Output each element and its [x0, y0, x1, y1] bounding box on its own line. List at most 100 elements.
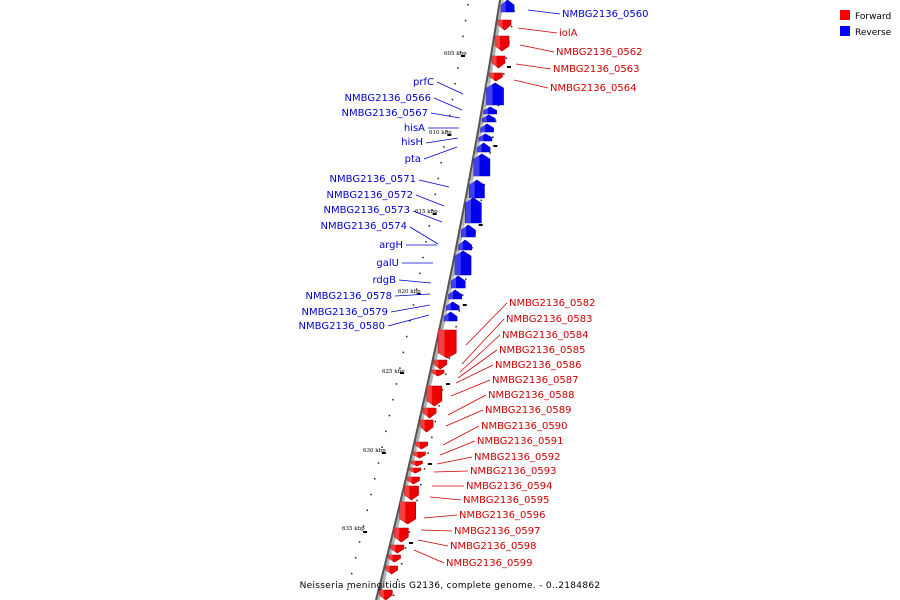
gene-label[interactable]: NMBG2136_0599	[446, 558, 532, 569]
gene-highlight	[473, 154, 480, 176]
minor-tick-left	[446, 130, 448, 132]
gene-label[interactable]: NMBG2136_0591	[477, 436, 563, 447]
gene-label[interactable]: NMBG2136_0563	[553, 64, 639, 75]
gene-highlight	[444, 312, 449, 321]
minor-tick-right	[458, 310, 461, 312]
gene-highlight	[491, 56, 497, 68]
leader-line	[461, 318, 505, 365]
minor-tick-right	[448, 357, 451, 360]
gene-label[interactable]: galU	[376, 258, 399, 269]
minor-tick-right	[423, 468, 426, 470]
gene-label[interactable]: pta	[405, 154, 421, 165]
gene-label[interactable]: NMBG2136_0574	[321, 221, 407, 232]
reverse-gene	[476, 142, 491, 153]
tick-label: 615 kbp	[415, 209, 438, 215]
gene-label[interactable]: NMBG2136_0562	[556, 47, 642, 58]
gene-highlight	[478, 134, 484, 141]
minor-tick-right	[480, 199, 483, 202]
gene-label[interactable]: NMBG2136_0593	[470, 466, 556, 477]
minor-tick-left	[358, 541, 361, 543]
minor-tick-left	[454, 83, 456, 85]
gene-label[interactable]: NMBG2136_0573	[324, 205, 410, 216]
minor-tick-left	[377, 462, 380, 464]
gene-label[interactable]: NMBG2136_0578	[306, 291, 392, 302]
minor-tick-left	[457, 67, 459, 69]
minor-tick-left	[425, 241, 427, 243]
gene-highlight	[385, 566, 390, 574]
reverse-gene	[469, 179, 485, 199]
minor-tick-left	[440, 162, 442, 164]
gene-label[interactable]: NMBG2136_0564	[550, 83, 636, 94]
minor-tick-left	[415, 288, 418, 290]
gene-label[interactable]: argH	[379, 240, 403, 251]
forward-gene	[497, 19, 512, 31]
gene-label[interactable]: NMBG2136_0584	[502, 330, 588, 341]
gene-label[interactable]: NMBG2136_0598	[450, 541, 536, 552]
genome-title: Neisseria meningitidis G2136, complete g…	[300, 581, 601, 591]
gene-label[interactable]: prfC	[413, 77, 434, 88]
forward-gene	[489, 72, 503, 82]
gene-label[interactable]: NMBG2136_0571	[330, 174, 416, 185]
gene-highlight	[423, 408, 428, 418]
gene-label[interactable]: NMBG2136_0597	[454, 526, 540, 537]
reverse-gene	[486, 82, 504, 106]
legend-reverse-label: Reverse	[855, 28, 892, 38]
gene-label[interactable]: NMBG2136_0595	[463, 495, 549, 506]
gene-label[interactable]: hisH	[401, 137, 423, 148]
gene-highlight	[448, 290, 454, 299]
gene-label[interactable]: NMBG2136_0590	[481, 421, 567, 432]
gene-label[interactable]: NMBG2136_0582	[509, 298, 595, 309]
forward-gene	[419, 419, 434, 433]
gene-label[interactable]: NMBG2136_0585	[499, 345, 585, 356]
forward-gene	[422, 407, 437, 419]
tick-label: 610 kbp	[429, 130, 452, 136]
gene-label[interactable]: NMBG2136_0587	[492, 375, 578, 386]
minor-tick-right	[510, 25, 513, 28]
forward-gene	[409, 467, 422, 474]
gene-label[interactable]: hisA	[404, 123, 425, 134]
gene-label[interactable]: iolA	[559, 28, 578, 39]
gene-labels: NMBG2136_0560 iolA NMBG2136_0562 NMBG213…	[299, 9, 649, 569]
gene-label[interactable]: NMBG2136_0592	[474, 452, 560, 463]
leader-line	[387, 314, 430, 327]
leader-line	[394, 293, 431, 297]
minor-tick-left	[366, 509, 369, 512]
gene-label[interactable]: rdgB	[373, 275, 397, 286]
gene-label[interactable]: NMBG2136_0583	[506, 314, 592, 325]
gene-label[interactable]: NMBG2136_0560	[562, 9, 648, 20]
gene-highlight	[431, 370, 437, 376]
gene-highlight	[404, 486, 410, 500]
reverse-gene	[443, 311, 458, 322]
minor-tick-left	[370, 493, 372, 496]
gene-label[interactable]: NMBG2136_0572	[327, 190, 413, 201]
gene-highlight	[483, 107, 489, 114]
tick-label: 605 kbp	[444, 51, 467, 57]
minor-tick-right	[441, 389, 444, 391]
gene-label[interactable]: NMBG2136_0589	[485, 405, 571, 416]
leader-line	[527, 9, 561, 15]
gene-highlight	[411, 461, 416, 466]
minor-tick-right	[400, 563, 403, 565]
gene-label[interactable]: NMBG2136_0579	[302, 307, 388, 318]
leader-line	[425, 137, 459, 144]
major-tick-left	[432, 213, 437, 215]
legend-reverse-swatch	[840, 26, 850, 36]
gene-label[interactable]: NMBG2136_0594	[466, 481, 552, 492]
major-tick-right	[409, 542, 414, 544]
gene-label[interactable]: NMBG2136_0567	[342, 108, 428, 119]
major-tick-left	[447, 134, 452, 136]
minor-tick-left	[388, 414, 391, 417]
gene-label[interactable]: NMBG2136_0580	[299, 321, 385, 332]
minor-tick-left	[374, 478, 376, 480]
leader-line	[420, 529, 453, 532]
gene-label[interactable]: NMBG2136_0588	[488, 390, 574, 401]
gene-label[interactable]: NMBG2136_0596	[459, 510, 545, 521]
minor-tick-right	[455, 326, 457, 328]
minor-tick-left	[354, 557, 357, 559]
gene-label[interactable]: NMBG2136_0586	[495, 360, 581, 371]
gene-label[interactable]: NMBG2136_0566	[345, 93, 431, 104]
minor-tick-right	[494, 120, 497, 123]
forward-gene	[388, 554, 401, 563]
minor-tick-right	[461, 294, 464, 296]
reverse-gene	[454, 250, 472, 276]
